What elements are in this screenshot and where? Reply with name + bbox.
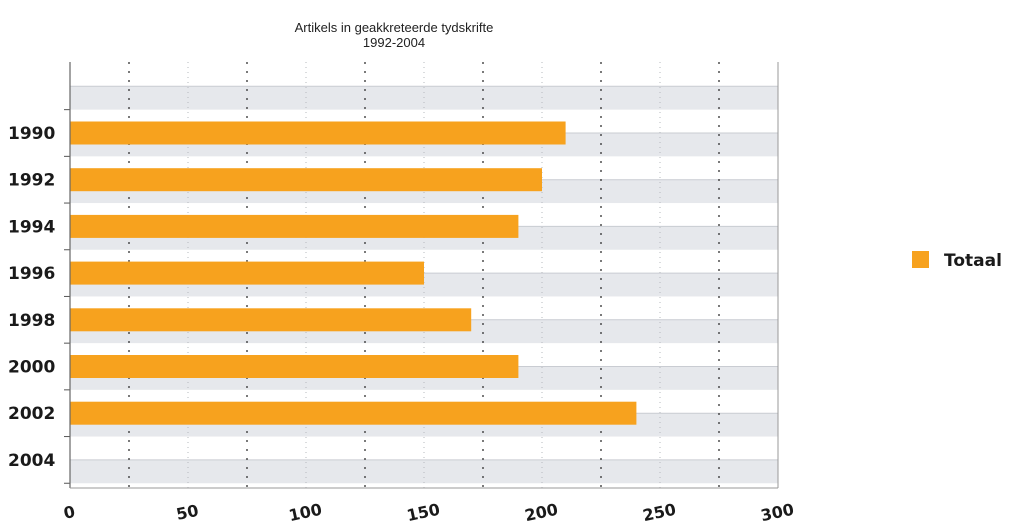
x-tick-200: 200: [523, 500, 560, 526]
bar-2002: [70, 401, 637, 425]
bar-1992: [70, 168, 542, 192]
legend-label-totaal: Totaal: [944, 251, 1002, 271]
y-tick-label-2002: 2002: [8, 404, 55, 424]
bar-1996: [70, 261, 424, 285]
bar-1998: [70, 308, 472, 332]
x-tick-50: 50: [174, 501, 200, 524]
y-tick-label-2004: 2004: [8, 451, 55, 471]
bar-1990: [70, 121, 566, 145]
bars: [70, 121, 637, 425]
y-tick-label-2000: 2000: [8, 358, 55, 378]
y-tick-label-1990: 1990: [8, 124, 55, 144]
x-tick-300: 300: [759, 500, 796, 526]
y-tick-label-1996: 1996: [8, 264, 55, 284]
y-tick-label-1994: 1994: [8, 217, 55, 237]
x-tick-label: 300: [759, 500, 796, 526]
x-tick-0: 0: [62, 502, 77, 523]
x-tick-100: 100: [287, 500, 324, 526]
x-tick-label: 0: [62, 502, 77, 523]
axes: [69, 62, 779, 489]
y-tick-label-1992: 1992: [8, 171, 55, 191]
chart-subtitle: 1992-2004: [363, 35, 425, 50]
x-tick-150: 150: [405, 500, 442, 526]
x-tick-label: 100: [287, 500, 324, 526]
legend-swatch-totaal: [912, 251, 929, 268]
x-tick-label: 250: [641, 500, 678, 526]
x-tick-label: 200: [523, 500, 560, 526]
bar-2000: [70, 355, 519, 378]
y-tick-label-1998: 1998: [8, 311, 55, 331]
bar-1994: [70, 214, 519, 238]
x-tick-label: 150: [405, 500, 442, 526]
x-tick-250: 250: [641, 500, 678, 526]
x-tick-labels: 0 50 100 150 200 250 300: [62, 500, 796, 526]
y-tick-labels: 1990 1992 1994 1996 1998 2000 2002 2004: [8, 124, 55, 471]
legend: Totaal: [912, 251, 1002, 271]
chart-title: Artikels in geakkreteerde tydskrifte: [295, 20, 494, 35]
x-tick-label: 50: [174, 501, 200, 524]
row-band: [70, 459, 778, 484]
